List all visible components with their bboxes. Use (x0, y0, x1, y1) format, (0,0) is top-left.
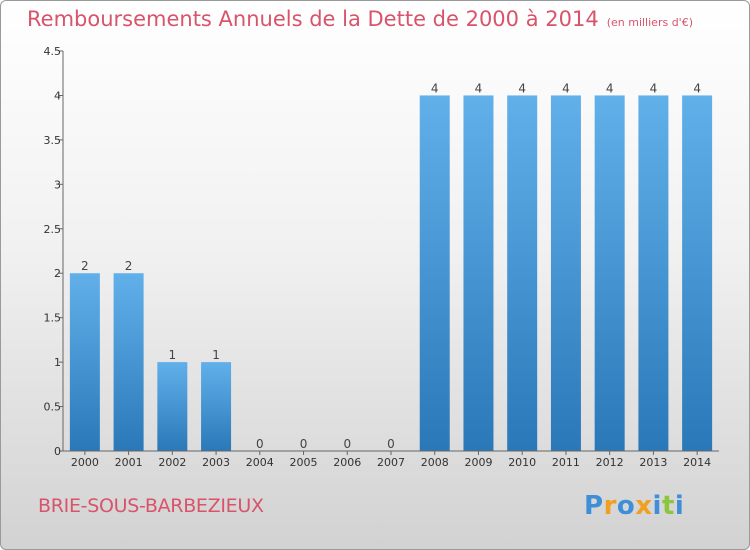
x-tick-label: 2002 (158, 456, 186, 469)
proxiti-logo: Proxiti (584, 491, 684, 521)
bar (463, 95, 494, 451)
y-tick-label: 3 (54, 178, 61, 191)
bar-value-label: 4 (693, 81, 701, 95)
bar-value-label: 0 (343, 437, 351, 451)
logo-letter: t (661, 491, 675, 521)
x-tick-label: 2013 (639, 456, 667, 469)
logo-letter: o (616, 491, 636, 521)
bar (157, 362, 188, 451)
x-tick-label: 2010 (508, 456, 536, 469)
bar (507, 95, 538, 451)
x-tick-label: 2008 (421, 456, 449, 469)
bar-value-label: 4 (518, 81, 526, 95)
bar (550, 95, 581, 451)
bar-value-label: 0 (387, 437, 395, 451)
bar-value-label: 4 (562, 81, 570, 95)
bar-value-label: 2 (125, 259, 133, 273)
bar-value-label: 2 (81, 259, 89, 273)
bar-value-label: 4 (475, 81, 483, 95)
bar (638, 95, 669, 451)
bar (113, 273, 144, 451)
x-tick-label: 2011 (552, 456, 580, 469)
bar-value-label: 4 (431, 81, 439, 95)
x-tick-label: 2007 (377, 456, 405, 469)
logo-letter: x (635, 491, 653, 521)
y-tick-label: 4.5 (44, 45, 62, 58)
logo-letter: r (603, 491, 617, 521)
bar (419, 95, 450, 451)
logo-letter: i (674, 491, 685, 521)
bar-value-label: 4 (606, 81, 614, 95)
y-tick-label: 3.5 (44, 134, 62, 147)
bar-value-label: 0 (300, 437, 308, 451)
bar (594, 95, 625, 451)
x-tick-label: 2003 (202, 456, 230, 469)
chart-title: Remboursements Annuels de la Dette de 20… (27, 7, 599, 31)
title-block: Remboursements Annuels de la Dette de 20… (27, 7, 693, 31)
x-tick-label: 2000 (71, 456, 99, 469)
bar-value-label: 1 (212, 348, 220, 362)
bars-layer: 2 2 1 1 0 0 0 0 4 4 4 4 4 4 4 (69, 81, 713, 451)
chart-subtitle: (en milliers d'€) (606, 16, 693, 29)
bar-value-label: 4 (650, 81, 658, 95)
y-tick-label: 1.5 (44, 312, 62, 325)
bar-value-label: 0 (256, 437, 264, 451)
bar (201, 362, 232, 451)
x-tick-label: 2005 (290, 456, 318, 469)
bar (69, 273, 100, 451)
x-tick-label: 2004 (246, 456, 274, 469)
y-tick-label: 2 (54, 267, 61, 280)
y-tick-label: 4 (54, 89, 61, 102)
x-tick-label: 2014 (683, 456, 711, 469)
y-tick-label: 0.5 (44, 401, 62, 414)
logo-letter: i (652, 491, 662, 521)
bar (682, 95, 713, 451)
y-tick-label: 0 (54, 445, 61, 458)
y-tick-label: 2.5 (44, 223, 62, 236)
x-tick-label: 2009 (464, 456, 492, 469)
x-tick-label: 2012 (596, 456, 624, 469)
x-tick-label: 2006 (333, 456, 361, 469)
bar-value-label: 1 (169, 348, 177, 362)
y-tick-label: 1 (54, 356, 61, 369)
logo-letter: P (584, 491, 604, 521)
commune-name: BRIE-SOUS-BARBEZIEUX (38, 495, 264, 517)
x-tick-label: 2001 (115, 456, 143, 469)
